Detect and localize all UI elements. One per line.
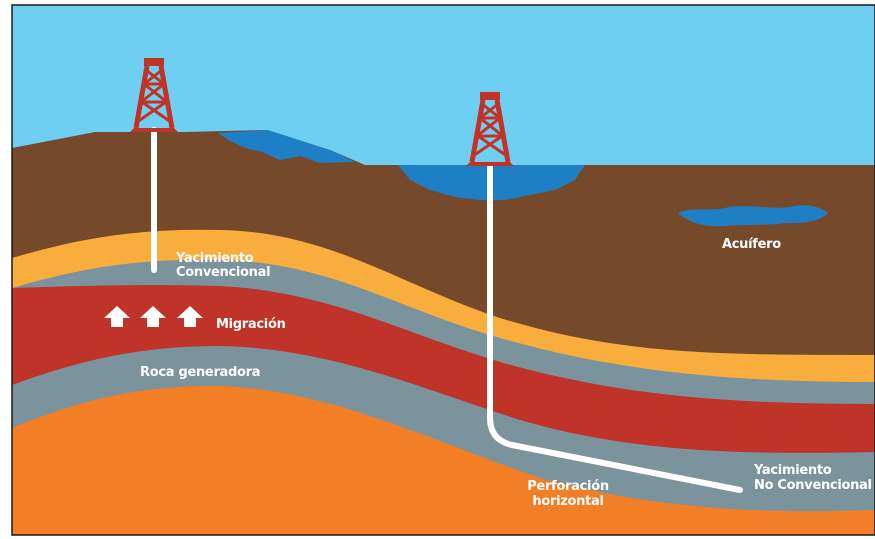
up-arrow-icon bbox=[177, 306, 203, 327]
deep-layer bbox=[12, 385, 875, 535]
up-arrow-icon bbox=[140, 306, 166, 327]
conventional-reservoir-label-line2: Convencional bbox=[176, 265, 270, 280]
source-rock-label: Roca generadora bbox=[140, 365, 260, 380]
oil-derrick-icon bbox=[130, 58, 178, 132]
horizontal-well bbox=[487, 162, 743, 493]
aquifer-body bbox=[678, 205, 828, 227]
aquifer-label: Acuífero bbox=[722, 237, 781, 252]
horizontal-drilling-label-line1: Perforación bbox=[527, 479, 609, 494]
up-arrow-icon bbox=[104, 306, 130, 327]
oil-derrick-icon bbox=[466, 92, 514, 166]
migration-label: Migración bbox=[216, 317, 286, 332]
conventional-reservoir-label-line1: Yacimiento bbox=[175, 251, 254, 266]
unconventional-reservoir-label-line1: Yacimiento bbox=[753, 463, 832, 478]
horizontal-drilling-label-line2: horizontal bbox=[532, 494, 603, 509]
diagram-border bbox=[11, 4, 875, 536]
unconventional-reservoir-label-line2: No Convencional bbox=[754, 478, 872, 493]
surface-lake-left bbox=[218, 130, 355, 163]
